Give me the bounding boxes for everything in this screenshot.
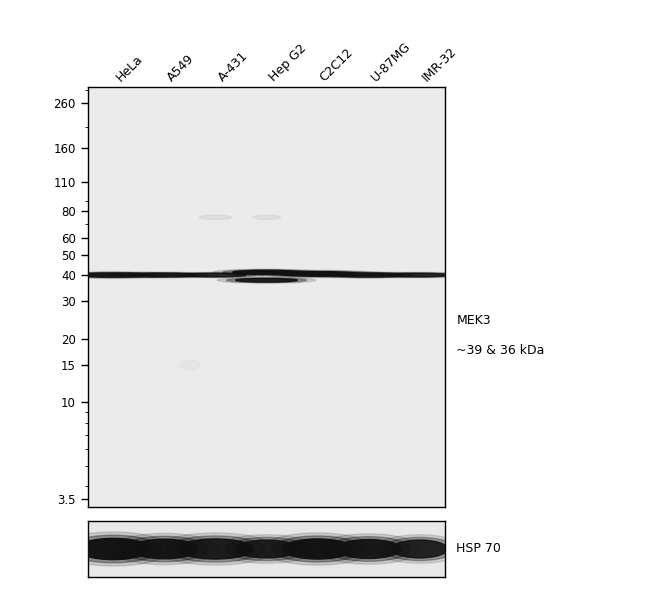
Ellipse shape bbox=[323, 272, 414, 278]
Ellipse shape bbox=[200, 215, 231, 219]
Ellipse shape bbox=[185, 273, 246, 276]
Ellipse shape bbox=[213, 269, 320, 276]
Ellipse shape bbox=[384, 537, 456, 561]
Ellipse shape bbox=[74, 273, 153, 277]
Ellipse shape bbox=[223, 270, 310, 275]
Ellipse shape bbox=[216, 535, 317, 563]
Ellipse shape bbox=[62, 272, 164, 278]
Ellipse shape bbox=[252, 215, 281, 219]
Ellipse shape bbox=[233, 270, 300, 274]
Ellipse shape bbox=[226, 537, 307, 561]
Text: MEK3: MEK3 bbox=[456, 314, 491, 327]
Ellipse shape bbox=[66, 535, 161, 563]
Ellipse shape bbox=[121, 536, 207, 562]
Ellipse shape bbox=[277, 272, 358, 276]
Ellipse shape bbox=[77, 538, 150, 560]
Ellipse shape bbox=[317, 534, 420, 564]
Ellipse shape bbox=[178, 539, 253, 559]
Ellipse shape bbox=[370, 272, 469, 278]
Ellipse shape bbox=[55, 532, 172, 566]
Ellipse shape bbox=[253, 270, 382, 278]
Ellipse shape bbox=[111, 272, 218, 278]
Ellipse shape bbox=[120, 273, 208, 278]
Text: ~39 & 36 kDa: ~39 & 36 kDa bbox=[456, 344, 545, 357]
Ellipse shape bbox=[50, 272, 176, 278]
Ellipse shape bbox=[375, 535, 464, 563]
Ellipse shape bbox=[176, 273, 255, 277]
Ellipse shape bbox=[166, 272, 265, 278]
Ellipse shape bbox=[180, 361, 200, 370]
Ellipse shape bbox=[337, 540, 401, 558]
Ellipse shape bbox=[166, 536, 265, 562]
Ellipse shape bbox=[272, 536, 363, 562]
Ellipse shape bbox=[283, 539, 352, 559]
Ellipse shape bbox=[111, 533, 218, 565]
Ellipse shape bbox=[262, 533, 373, 565]
Ellipse shape bbox=[226, 278, 307, 282]
Ellipse shape bbox=[327, 537, 410, 561]
Text: HSP 70: HSP 70 bbox=[456, 543, 501, 555]
Ellipse shape bbox=[155, 533, 276, 565]
Ellipse shape bbox=[265, 271, 370, 277]
Ellipse shape bbox=[131, 273, 198, 277]
Ellipse shape bbox=[313, 272, 424, 278]
Ellipse shape bbox=[235, 540, 298, 558]
Ellipse shape bbox=[235, 278, 298, 282]
Ellipse shape bbox=[217, 277, 316, 283]
Ellipse shape bbox=[380, 273, 460, 277]
Ellipse shape bbox=[392, 540, 448, 558]
Ellipse shape bbox=[334, 273, 404, 277]
Ellipse shape bbox=[131, 539, 198, 559]
Ellipse shape bbox=[389, 273, 450, 276]
